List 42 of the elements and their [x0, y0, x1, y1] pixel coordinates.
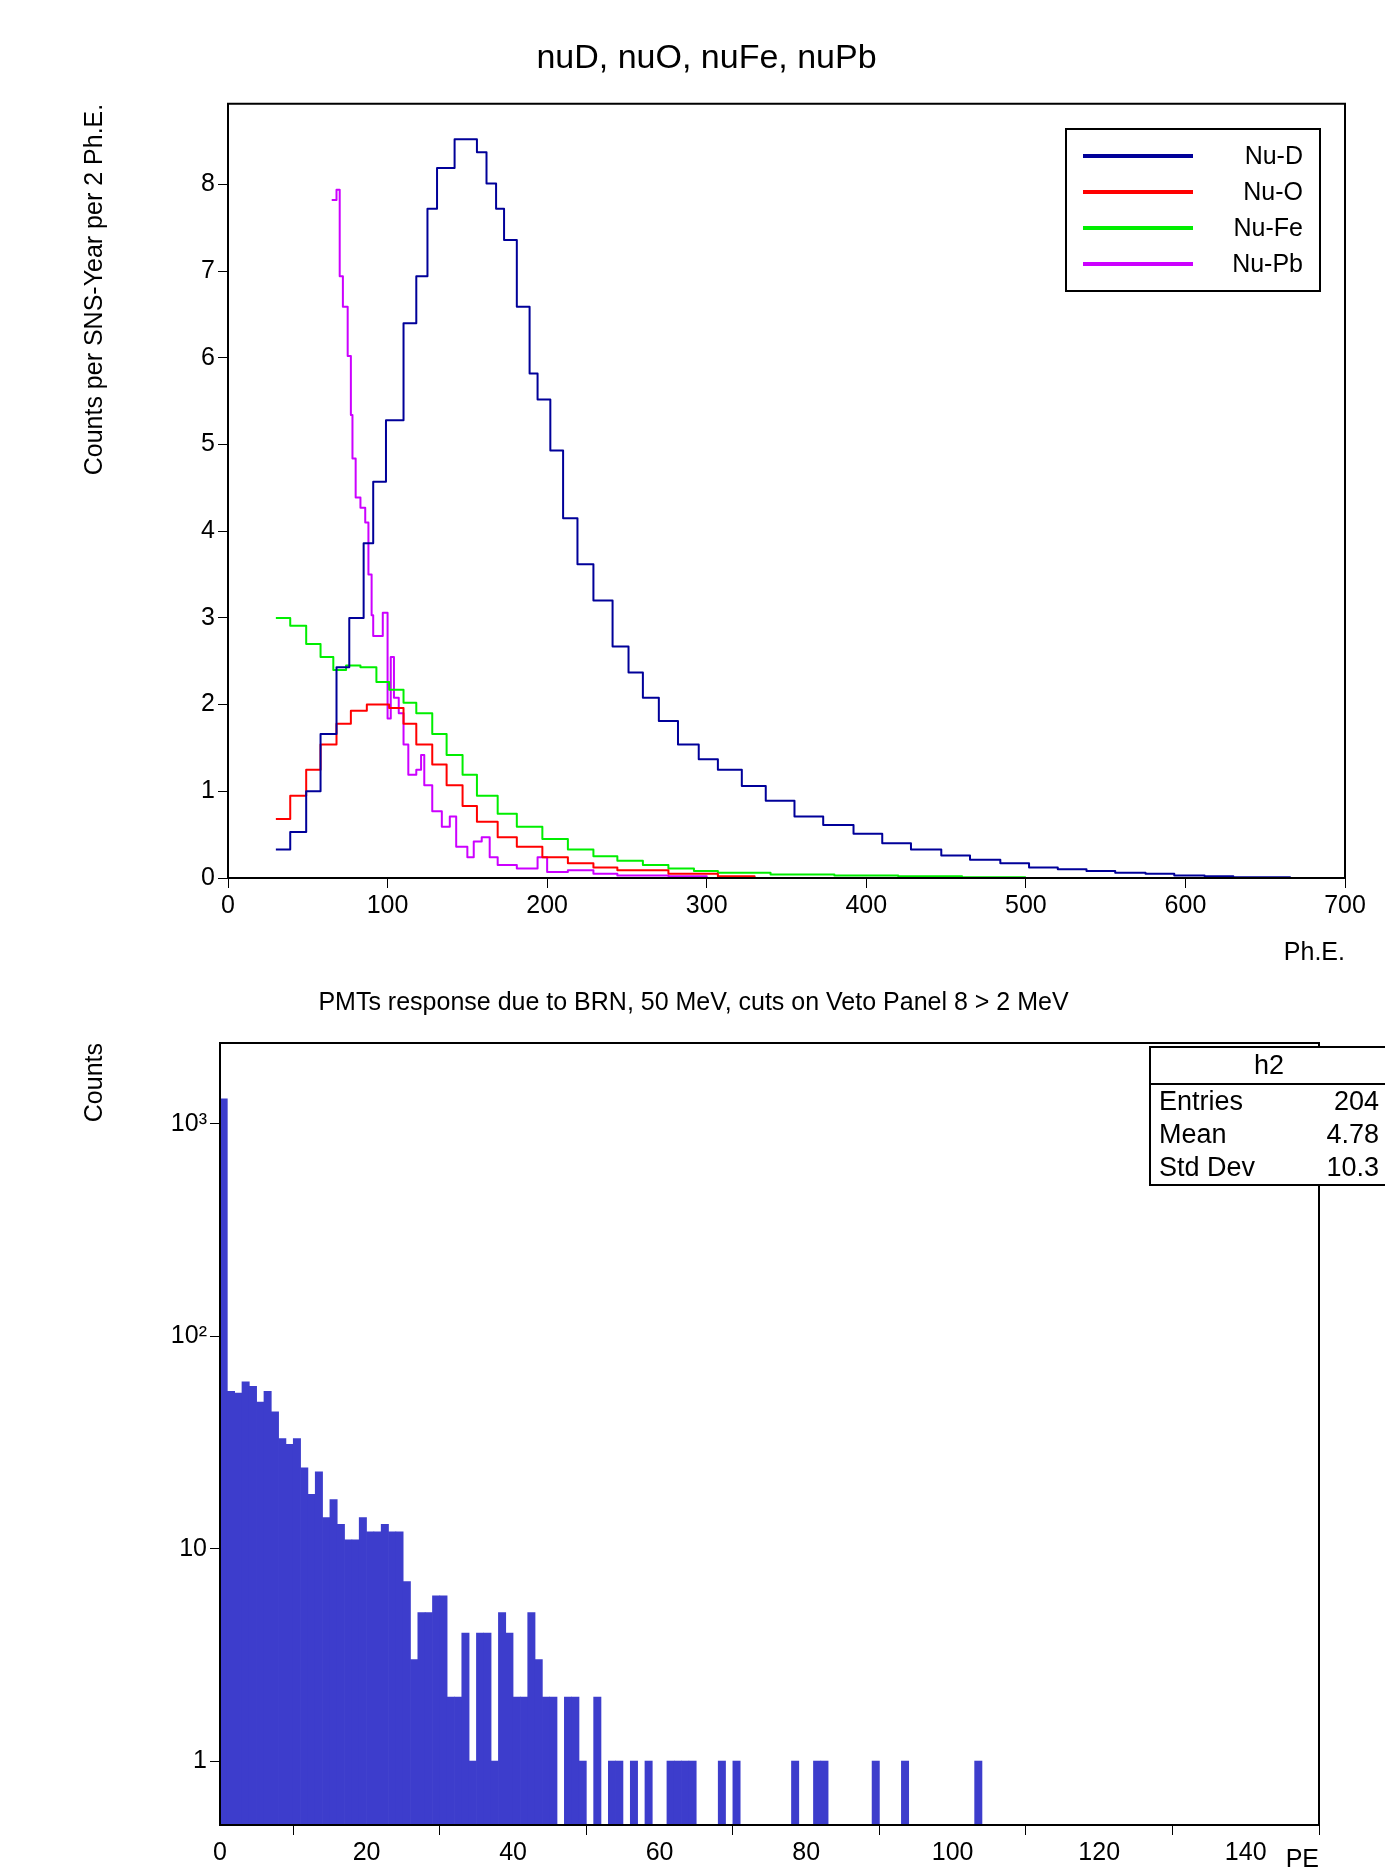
y-tick-label: 8 — [201, 168, 215, 197]
y-tick-label: 5 — [201, 428, 215, 457]
x-tick-label: 80 — [792, 1836, 821, 1865]
y-axis-title: Counts per SNS-Year per 2 Ph.E. — [78, 103, 107, 476]
y-tick-label: 2 — [201, 688, 215, 717]
y-tick-label: 10³ — [170, 1107, 207, 1136]
y-tick-label: 3 — [201, 601, 215, 630]
x-tick-label: 20 — [352, 1836, 381, 1865]
legend-label: Nu-O — [1242, 177, 1303, 207]
annotation: h2 — [1151, 1048, 1385, 1085]
x-tick-label: 700 — [1324, 889, 1366, 918]
y-tick-label: 10 — [179, 1532, 207, 1561]
chart-title: PMTs response due to BRN, 50 MeV, cuts on Veto Panel 8 > 2 MeV — [318, 986, 1069, 1015]
y-tick-label: 7 — [201, 255, 215, 284]
y-axis-title: Counts — [78, 1043, 107, 1123]
x-axis-title: Ph.E. — [1283, 936, 1345, 965]
y-tick-label: 1 — [193, 1744, 207, 1773]
x-tick-label: 500 — [1005, 889, 1047, 918]
x-tick-label: 300 — [685, 889, 728, 918]
x-tick-label: 0 — [221, 889, 235, 918]
y-tick-label: 1 — [201, 775, 215, 804]
x-tick-label: 120 — [1078, 1836, 1121, 1865]
x-tick-label: 60 — [645, 1836, 674, 1865]
text: Mean 4.78 — [1159, 1119, 1379, 1149]
text: Std Dev 10.3 — [1159, 1152, 1379, 1182]
chart-title: nuD, nuO, nuFe, nuPb — [536, 36, 877, 75]
y-tick-label: 4 — [201, 515, 216, 544]
x-tick-label: 100 — [366, 889, 409, 918]
legend-label: Nu-Pb — [1231, 249, 1303, 279]
text: Entries 204 — [1159, 1086, 1379, 1116]
x-tick-label: 100 — [931, 1836, 974, 1865]
x-tick-label: 400 — [845, 889, 888, 918]
y-tick-label: 6 — [201, 341, 215, 370]
y-tick-label: 10² — [170, 1320, 207, 1349]
legend-label: Nu-D — [1243, 141, 1303, 171]
legend-label: Nu-Fe — [1232, 213, 1303, 243]
x-tick-label: 600 — [1164, 889, 1207, 918]
x-tick-label: 140 — [1224, 1836, 1267, 1865]
y-tick-label: 0 — [201, 861, 215, 890]
x-tick-label: 200 — [526, 889, 568, 918]
x-axis-title: PE — [1285, 1843, 1319, 1867]
x-tick-label: 40 — [499, 1836, 527, 1865]
